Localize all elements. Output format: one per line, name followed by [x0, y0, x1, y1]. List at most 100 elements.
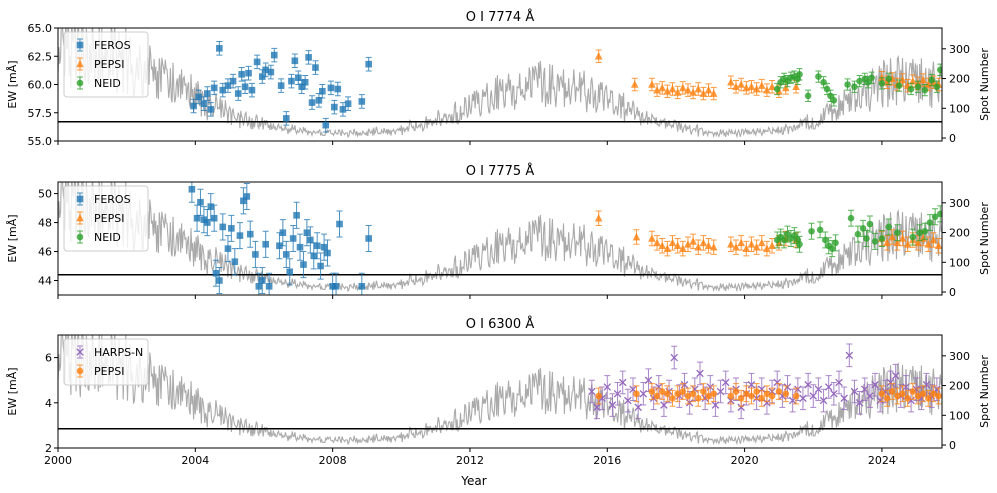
data-point	[669, 394, 676, 402]
legend-label: PEPSI	[94, 58, 124, 71]
data-point	[307, 236, 314, 244]
data-point	[919, 234, 927, 242]
data-point	[243, 193, 251, 200]
data-point	[934, 241, 942, 250]
data-point	[594, 52, 603, 60]
y-tick-label: 46	[38, 246, 52, 259]
data-point	[305, 54, 312, 61]
data-point	[295, 74, 302, 82]
data-point	[258, 73, 266, 80]
data-point	[914, 392, 922, 400]
data-point	[792, 392, 800, 400]
data-point	[898, 234, 907, 242]
data-point	[878, 235, 886, 242]
data-point	[648, 80, 656, 88]
data-point	[663, 87, 672, 95]
data-point	[276, 242, 283, 250]
legend-label: NEID	[94, 77, 121, 90]
data-point	[763, 399, 771, 407]
data-point	[210, 214, 218, 222]
data-point	[594, 214, 603, 222]
data-point	[315, 97, 323, 104]
data-point	[909, 388, 917, 395]
data-point	[358, 98, 366, 105]
data-point	[238, 71, 245, 78]
y-tick-label: 4	[45, 397, 52, 410]
data-point	[747, 82, 756, 91]
y-tick-label: 6	[45, 352, 52, 365]
data-point	[312, 64, 319, 71]
data-point	[289, 235, 297, 242]
data-point	[664, 390, 671, 398]
data-point	[689, 390, 697, 398]
data-point	[653, 238, 661, 247]
data-point	[732, 82, 740, 91]
data-point	[653, 86, 661, 94]
data-point	[929, 235, 938, 244]
data-point	[197, 198, 204, 206]
y2-axis-label: Spot Number	[978, 202, 991, 275]
legend-marker	[76, 79, 84, 87]
data-point	[704, 241, 713, 250]
data-point	[293, 212, 300, 219]
data-point	[748, 392, 755, 400]
data-point	[742, 244, 751, 252]
data-point	[775, 388, 783, 395]
data-point	[241, 83, 249, 91]
data-point	[859, 225, 867, 232]
data-point	[737, 238, 745, 247]
data-point	[282, 115, 290, 122]
data-point	[252, 251, 259, 258]
data-point	[936, 66, 942, 74]
data-point	[240, 197, 247, 205]
data-point	[694, 84, 703, 93]
legend: FEROS PEPSI NEID	[63, 185, 149, 252]
legend: HARPS-N PEPSI	[63, 338, 149, 386]
data-point	[648, 234, 656, 242]
data-point	[808, 227, 815, 235]
data-point	[193, 214, 201, 222]
data-point	[658, 388, 666, 395]
data-point	[705, 392, 712, 400]
data-point	[926, 219, 934, 226]
data-point	[936, 210, 942, 218]
y2-tick-label: 300	[949, 43, 970, 56]
data-point	[329, 283, 336, 290]
data-point	[224, 245, 232, 252]
data-point	[854, 230, 862, 238]
y-tick-label: 60.0	[28, 79, 53, 92]
x-tick-label: 2016	[593, 454, 621, 467]
data-point	[300, 261, 307, 268]
data-point	[212, 269, 220, 277]
data-point	[224, 82, 232, 89]
axes-frame	[57, 334, 943, 449]
data-point	[262, 66, 269, 74]
legend-marker	[76, 233, 84, 241]
data-point	[334, 85, 342, 93]
data-point	[888, 232, 897, 241]
data-point	[823, 85, 831, 93]
data-point	[674, 390, 681, 398]
data-point	[885, 75, 893, 83]
data-point	[909, 77, 917, 85]
data-point	[864, 78, 872, 86]
data-point	[891, 371, 900, 380]
data-point	[780, 236, 788, 244]
data-point	[322, 121, 330, 129]
data-point	[931, 213, 939, 221]
data-point	[752, 84, 761, 93]
data-point	[888, 388, 896, 395]
data-point	[248, 86, 256, 94]
data-point	[188, 185, 196, 193]
series-neid	[773, 205, 942, 258]
x-tick-label: 2020	[731, 454, 759, 467]
data-point	[727, 392, 735, 400]
data-point	[914, 238, 922, 247]
data-point	[921, 86, 929, 94]
data-point	[270, 51, 278, 59]
data-point	[216, 277, 223, 284]
data-point	[924, 240, 933, 248]
data-point	[737, 80, 745, 88]
